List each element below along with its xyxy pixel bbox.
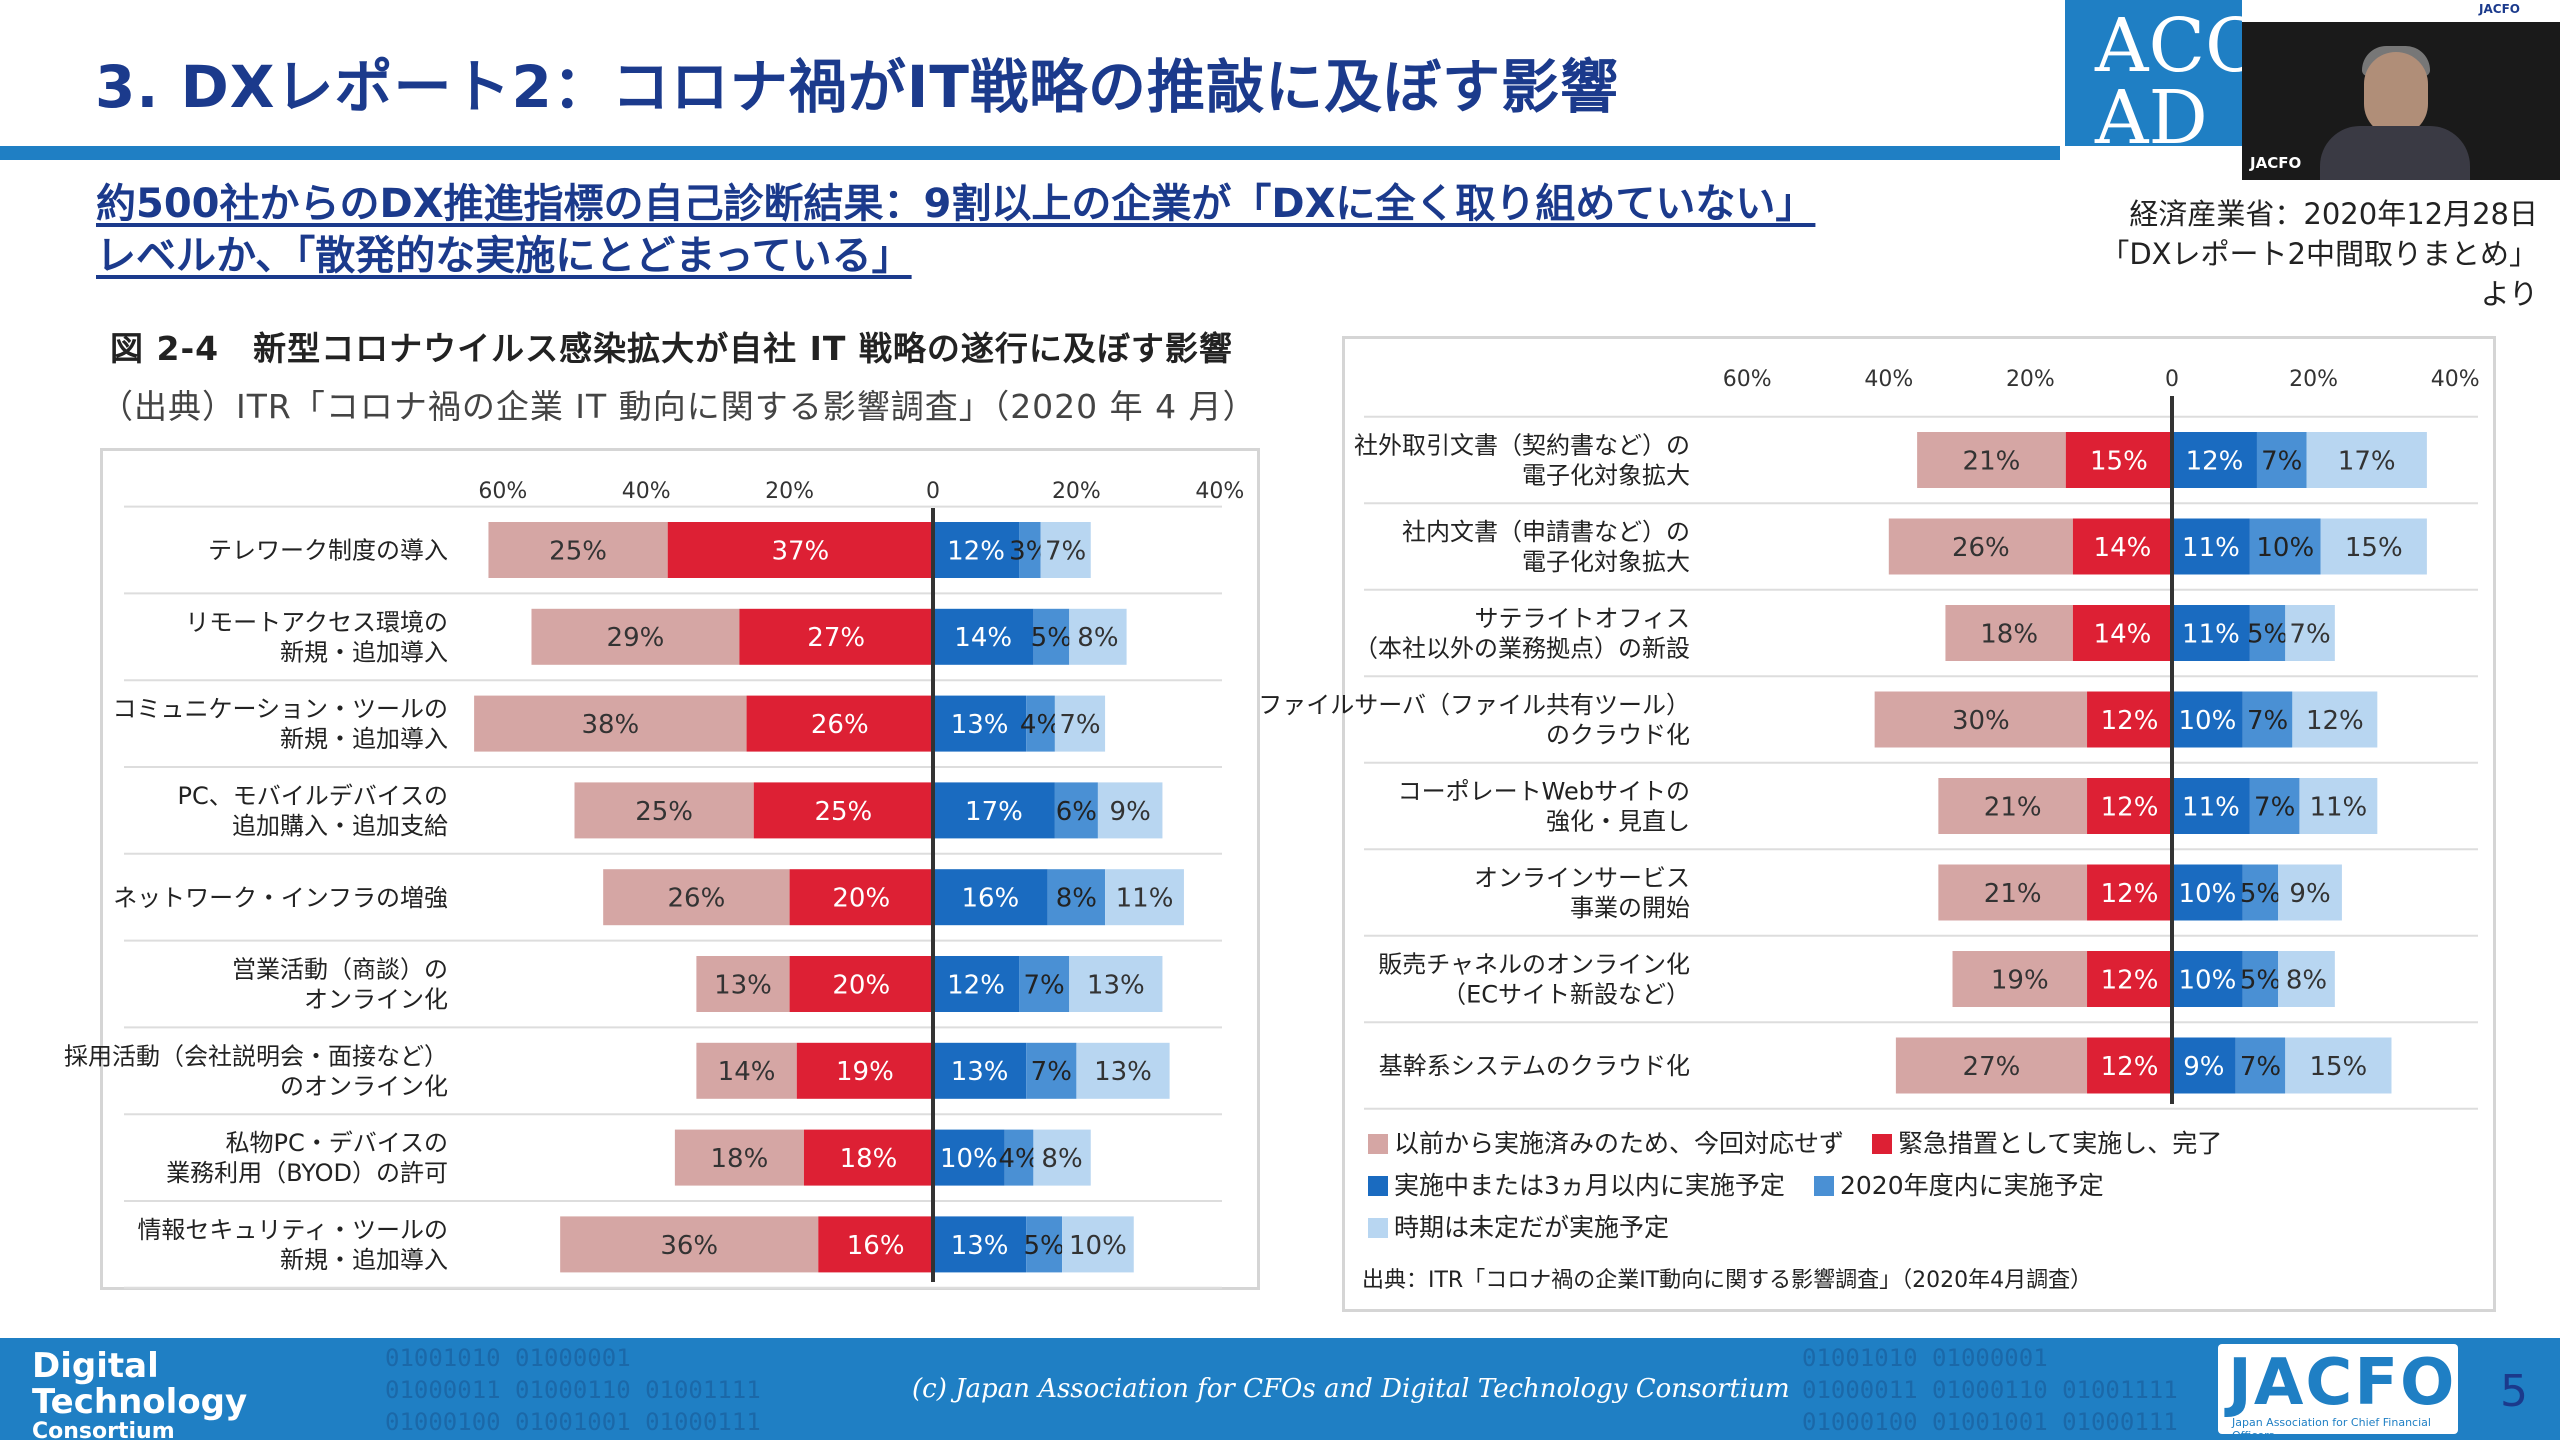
video-thumbnail[interactable]: JACFO JACFO <box>2242 0 2560 180</box>
subtitle-line-1: 約500社からのDX推進指標の自己診断結果：9割以上の企業が「DXに全く取り組め… <box>96 181 1816 227</box>
legend-item-0: 以前から実施済みのため、今回対応せず <box>1368 1124 1844 1160</box>
video-participant-label: JACFO <box>2250 154 2302 172</box>
speaker-head <box>2364 52 2428 136</box>
figure-title: 図 2-4 新型コロナウイルス感染拡大が自社 IT 戦略の遂行に及ぼす影響 <box>110 329 1233 368</box>
source-line-1: 経済産業省：2020年12月28日 <box>2129 197 2538 231</box>
binary-decoration-left: 01001010 01000001 01000011 01000110 0100… <box>385 1344 761 1436</box>
jacfo-logo-subtext: Japan Association for Chief Financial Of… <box>2232 1416 2431 1440</box>
brand-line-1: Digital <box>32 1346 159 1386</box>
legend-item-2: 実施中または3ヵ月以内に実施予定 <box>1368 1166 1785 1202</box>
legend-label: 以前から実施済みのため、今回対応せず <box>1394 1129 1845 1158</box>
copyright-text: (c) Japan Association for CFOs and Digit… <box>912 1374 1790 1404</box>
page-number: 5 <box>2500 1366 2528 1417</box>
left-chart-panel <box>100 448 1260 1290</box>
brand-line-2: Technology <box>32 1382 248 1422</box>
legend-item-1: 緊急措置として実施し、完了 <box>1872 1124 2222 1160</box>
video-top-strip <box>2242 0 2560 22</box>
figure-source: （出典）ITR「コロナ禍の企業 IT 動向に関する影響調査」（2020 年 4 … <box>100 387 1257 426</box>
page-title: 3. DXレポート2：コロナ禍がIT戦略の推敲に及ぼす影響 <box>95 53 1619 121</box>
title-underline-bar <box>0 146 2060 160</box>
legend-label: 実施中または3ヵ月以内に実施予定 <box>1394 1171 1785 1200</box>
brand-line-3: Consortium <box>32 1419 175 1440</box>
association-logo: ACCO AD <box>2065 0 2245 146</box>
binary-decoration-right: 01001010 01000001 01000011 01000110 0100… <box>1802 1344 2178 1436</box>
subtitle-line-2: レベルか、「散発的な実施にとどまっている」 <box>96 233 912 279</box>
legend-item-3: 2020年度内に実施予定 <box>1814 1166 2104 1202</box>
legend-swatch-pink <box>1368 1134 1388 1154</box>
footer-bar: Digital Technology Consortium 01001010 0… <box>0 1338 2560 1440</box>
digital-technology-consortium-logo: Digital Technology Consortium <box>32 1348 247 1440</box>
logo-text: ACCO AD <box>2095 3 2245 146</box>
legend-item-4: 時期は未定だが実施予定 <box>1368 1208 1669 1244</box>
legend-label: 時期は未定だが実施予定 <box>1394 1213 1670 1242</box>
legend-swatch-lightblue <box>1368 1218 1388 1238</box>
source-citation: 経済産業省：2020年12月28日 「DXレポート2中間取りまとめ」より <box>2098 194 2538 314</box>
jacfo-logo: JACFO Japan Association for Chief Financ… <box>2218 1344 2458 1440</box>
legend-swatch-midblue <box>1814 1176 1834 1196</box>
slide-subtitle: 約500社からのDX推進指標の自己診断結果：9割以上の企業が「DXに全く取り組め… <box>96 178 1815 282</box>
source-line-2: 「DXレポート2中間取りまとめ」より <box>2100 237 2538 311</box>
jacfo-logo-text: JACFO <box>2228 1346 2457 1420</box>
legend-label: 緊急措置として実施し、完了 <box>1898 1129 2223 1158</box>
legend-swatch-darkblue <box>1368 1176 1388 1196</box>
speaker-body <box>2320 126 2470 180</box>
legend-swatch-red <box>1872 1134 1892 1154</box>
video-top-label: JACFO <box>2479 2 2520 16</box>
legend-label: 2020年度内に実施予定 <box>1840 1171 2104 1200</box>
chart-source-note: 出典：ITR「コロナ禍の企業IT動向に関する影響調査」（2020年4月調査） <box>1362 1268 2093 1293</box>
